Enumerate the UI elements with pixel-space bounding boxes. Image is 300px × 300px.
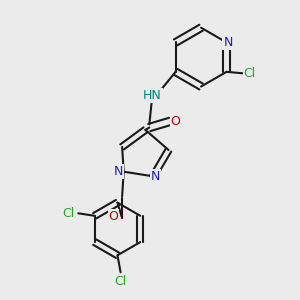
Text: HN: HN	[143, 88, 162, 101]
Text: Cl: Cl	[244, 67, 256, 80]
Text: N: N	[151, 170, 160, 183]
Text: Cl: Cl	[62, 207, 74, 220]
Text: N: N	[113, 165, 123, 178]
Text: Cl: Cl	[115, 275, 127, 288]
Text: N: N	[224, 36, 233, 49]
Text: O: O	[109, 210, 118, 223]
Text: O: O	[171, 115, 181, 128]
